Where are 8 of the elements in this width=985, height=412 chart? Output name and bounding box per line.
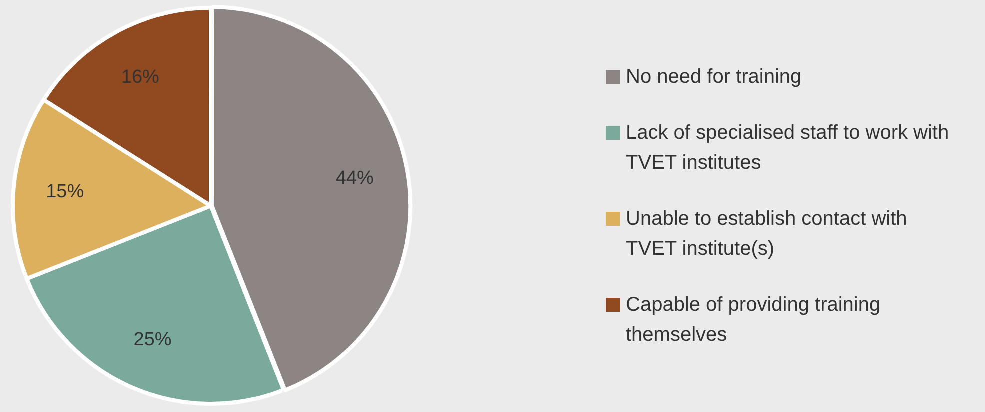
legend-label: Capable of providing training themselves bbox=[626, 293, 882, 348]
legend-label: Unable to establish contact with TVET institute(s) bbox=[626, 207, 908, 262]
data-label: 44% bbox=[336, 168, 374, 189]
legend-label: Lack of specialised staff to work with TVET institutes bbox=[626, 121, 950, 176]
data-label: 16% bbox=[121, 66, 160, 88]
legend-label: No need for training bbox=[626, 65, 802, 90]
data-label: 25% bbox=[134, 330, 172, 351]
data-label: 15% bbox=[46, 181, 84, 202]
